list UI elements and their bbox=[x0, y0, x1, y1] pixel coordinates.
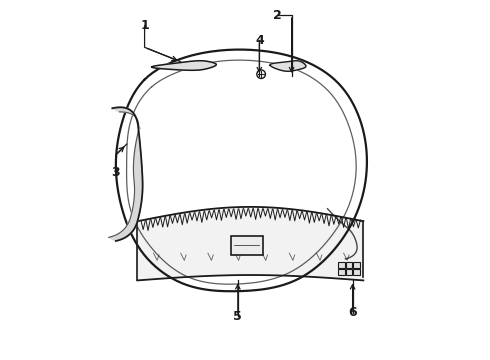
Text: 4: 4 bbox=[255, 33, 264, 47]
Text: 2: 2 bbox=[273, 9, 282, 22]
Polygon shape bbox=[109, 107, 143, 241]
Bar bbox=[353, 269, 360, 275]
Polygon shape bbox=[152, 61, 216, 70]
Bar bbox=[338, 262, 344, 268]
Bar bbox=[353, 262, 360, 268]
Text: 3: 3 bbox=[112, 166, 120, 179]
Bar bbox=[346, 269, 352, 275]
Circle shape bbox=[257, 70, 266, 78]
Text: 5: 5 bbox=[233, 310, 242, 323]
Text: 1: 1 bbox=[140, 19, 149, 32]
Bar bbox=[231, 235, 263, 255]
Polygon shape bbox=[137, 207, 364, 280]
Text: 6: 6 bbox=[348, 306, 357, 319]
Polygon shape bbox=[270, 61, 306, 71]
Bar bbox=[346, 262, 352, 268]
Bar bbox=[338, 269, 344, 275]
